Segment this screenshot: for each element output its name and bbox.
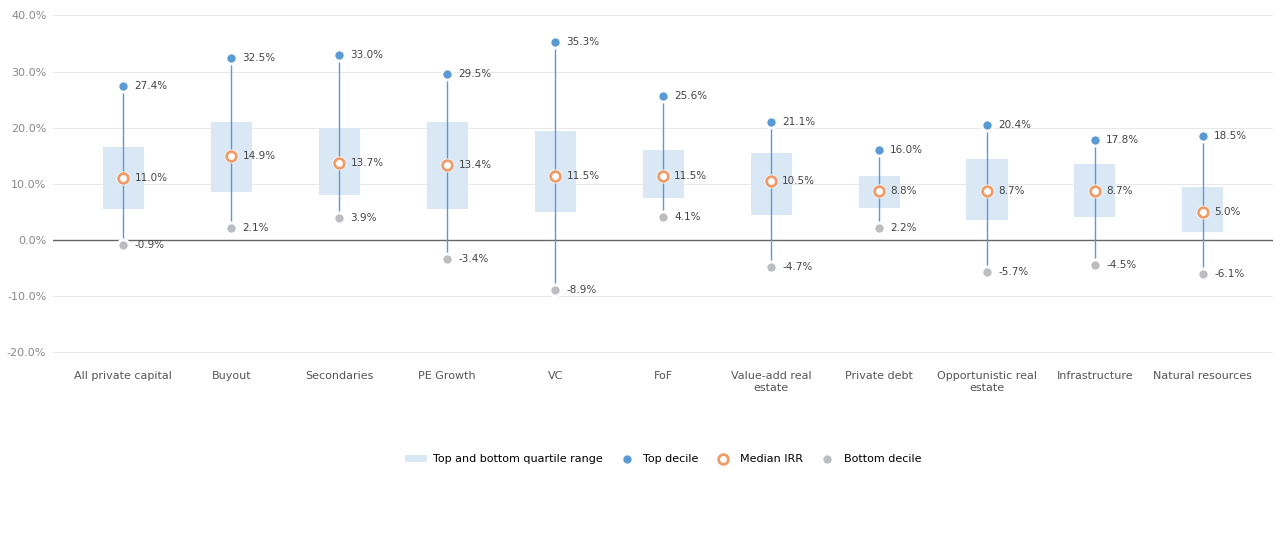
- Text: 14.9%: 14.9%: [242, 152, 275, 161]
- Text: 10.5%: 10.5%: [782, 176, 815, 186]
- Text: 8.7%: 8.7%: [998, 186, 1024, 196]
- Text: 29.5%: 29.5%: [458, 69, 492, 80]
- Text: -0.9%: -0.9%: [134, 240, 165, 250]
- Text: 20.4%: 20.4%: [998, 121, 1032, 130]
- Text: 25.6%: 25.6%: [675, 91, 708, 101]
- Text: -8.9%: -8.9%: [566, 285, 596, 295]
- FancyBboxPatch shape: [211, 122, 252, 192]
- FancyBboxPatch shape: [1074, 164, 1115, 216]
- Text: 27.4%: 27.4%: [134, 81, 168, 91]
- Text: 21.1%: 21.1%: [782, 116, 815, 127]
- Text: 13.7%: 13.7%: [351, 158, 384, 168]
- Text: 11.5%: 11.5%: [675, 170, 708, 180]
- FancyBboxPatch shape: [426, 122, 467, 209]
- FancyBboxPatch shape: [319, 128, 360, 195]
- FancyBboxPatch shape: [102, 147, 143, 209]
- Text: 8.8%: 8.8%: [890, 186, 916, 195]
- Text: 5.0%: 5.0%: [1213, 207, 1240, 217]
- FancyBboxPatch shape: [535, 130, 576, 212]
- Text: 18.5%: 18.5%: [1213, 131, 1247, 141]
- FancyBboxPatch shape: [643, 150, 684, 198]
- Text: -5.7%: -5.7%: [998, 267, 1028, 277]
- Legend: Top and bottom quartile range, Top decile, Median IRR, Bottom decile: Top and bottom quartile range, Top decil…: [401, 450, 925, 469]
- Text: 4.1%: 4.1%: [675, 212, 700, 222]
- Text: -4.5%: -4.5%: [1106, 261, 1137, 270]
- Text: 33.0%: 33.0%: [351, 50, 384, 60]
- Text: 3.9%: 3.9%: [351, 213, 376, 223]
- Text: 32.5%: 32.5%: [242, 52, 275, 62]
- FancyBboxPatch shape: [1183, 187, 1224, 232]
- Text: 2.1%: 2.1%: [242, 223, 269, 233]
- Text: 35.3%: 35.3%: [566, 37, 599, 47]
- Text: -4.7%: -4.7%: [782, 262, 813, 271]
- Text: 8.7%: 8.7%: [1106, 186, 1133, 196]
- Text: 11.0%: 11.0%: [134, 174, 168, 183]
- Text: 11.5%: 11.5%: [566, 170, 599, 180]
- Text: 16.0%: 16.0%: [890, 145, 923, 155]
- Text: -3.4%: -3.4%: [458, 254, 489, 264]
- FancyBboxPatch shape: [859, 176, 900, 208]
- Text: 13.4%: 13.4%: [458, 160, 492, 170]
- Text: -6.1%: -6.1%: [1213, 269, 1244, 279]
- Text: 17.8%: 17.8%: [1106, 135, 1139, 145]
- Text: 2.2%: 2.2%: [890, 223, 916, 233]
- FancyBboxPatch shape: [966, 159, 1007, 221]
- FancyBboxPatch shape: [750, 153, 791, 215]
